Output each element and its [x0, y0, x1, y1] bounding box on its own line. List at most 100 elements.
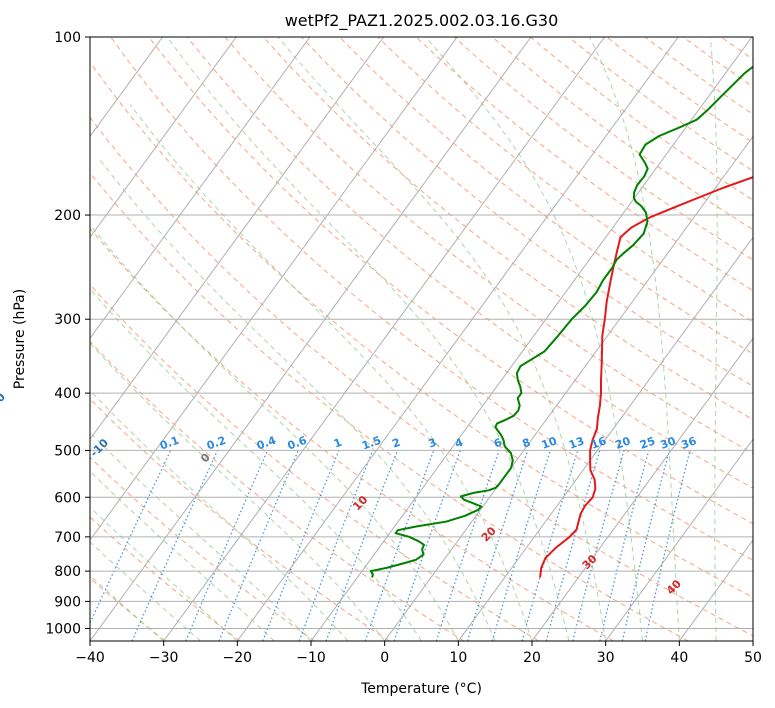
moist-adiabat — [90, 470, 275, 641]
dry-adiabat — [90, 456, 315, 641]
y-tick-label: 600 — [54, 490, 81, 506]
mixing-ratio-label: 3 — [427, 436, 439, 451]
mixing-ratio-line — [298, 450, 374, 641]
dry-adiabat — [301, 37, 753, 387]
dry-adiabat — [90, 340, 465, 641]
y-tick-label: 400 — [54, 386, 81, 402]
moist-adiabat — [277, 37, 607, 641]
dry-adiabat-label: -10 — [88, 436, 111, 459]
moist-adiabat — [709, 37, 718, 641]
dry-adiabat — [90, 577, 166, 641]
isotherm — [678, 539, 753, 641]
dry-adiabat — [90, 398, 390, 641]
isotherm — [163, 37, 605, 641]
moist-adiabat — [589, 37, 680, 641]
moist-adiabat-label: 40 — [664, 577, 684, 597]
isotherm — [384, 135, 753, 641]
x-tick-label: 50 — [744, 650, 762, 666]
moist-adiabat-label: 20 — [479, 524, 499, 544]
x-tick-label: −10 — [296, 650, 326, 666]
y-tick-label: 500 — [54, 443, 81, 459]
moist-adiabat — [97, 157, 496, 641]
isotherm — [531, 337, 753, 641]
mixing-ratio-line — [90, 450, 172, 625]
dry-adiabat — [90, 61, 753, 599]
x-tick-label: 20 — [523, 650, 541, 666]
dry-adiabat — [90, 116, 753, 637]
dry-adiabat — [682, 37, 753, 88]
mixing-ratio-label: 0.1 — [158, 434, 181, 453]
mixing-ratio-line — [131, 450, 219, 641]
mixing-ratio-line — [545, 450, 601, 641]
moist-adiabat — [90, 342, 386, 641]
moist-adiabat — [90, 389, 349, 641]
isotherm — [90, 37, 532, 641]
moist-adiabat — [129, 104, 533, 641]
mixing-ratio-label: 1.5 — [360, 434, 383, 453]
mixing-ratio-label: 25 — [638, 434, 657, 451]
moist-adiabat-label: 0 — [198, 450, 213, 465]
moist-adiabat — [166, 37, 570, 641]
dry-adiabat — [90, 516, 241, 641]
y-tick-label: 800 — [54, 564, 81, 580]
mixing-ratio-label: 36 — [679, 434, 698, 452]
mixing-ratio-label: 0.4 — [255, 434, 278, 453]
chart-title: wetPf2_PAZ1.2025.002.03.16.G30 — [285, 11, 559, 31]
x-tick-label: 30 — [597, 650, 615, 666]
isotherm — [457, 236, 753, 641]
isotherm — [90, 37, 237, 239]
dry-adiabat — [339, 37, 753, 355]
plot-frame — [89, 36, 754, 642]
mixing-ratio-line — [435, 450, 500, 641]
dry-adiabat — [415, 37, 753, 292]
x-tick-label: −40 — [75, 650, 105, 666]
mixing-ratio-label: 16 — [589, 434, 608, 452]
dry-adiabat — [644, 37, 753, 115]
moist-adiabat — [90, 541, 201, 641]
y-tick-label: 700 — [54, 530, 81, 546]
mixing-ratio-line — [621, 450, 670, 641]
mixing-ratio-line — [262, 450, 340, 641]
x-tick-label: 0 — [380, 650, 389, 666]
dry-adiabat — [110, 37, 753, 561]
y-tick-label: 100 — [54, 30, 81, 46]
y-axis-label: Pressure (hPa) — [12, 289, 28, 389]
x-tick-label: 10 — [449, 650, 467, 666]
x-axis-label: Temperature (°C) — [360, 681, 482, 697]
x-tick-label: −30 — [149, 650, 179, 666]
moist-adiabat-label: 10 — [350, 493, 370, 513]
dry-adiabat — [720, 37, 753, 60]
mixing-ratio-line — [644, 450, 691, 641]
dry-adiabat — [186, 37, 753, 489]
mixing-ratio-line — [491, 450, 551, 641]
moist-adiabat — [90, 431, 312, 641]
x-tick-label: −20 — [223, 650, 253, 666]
mixing-ratio-line — [521, 450, 579, 641]
dry-adiabat — [148, 37, 753, 525]
mixing-ratio-label: 0.2 — [205, 434, 228, 453]
isotherm — [90, 37, 458, 541]
dry-adiabat — [90, 227, 614, 641]
y-tick-label: 300 — [54, 312, 81, 328]
x-tick-label: 40 — [670, 650, 688, 666]
dry-adiabat — [262, 37, 753, 421]
dry-adiabat — [491, 37, 753, 231]
mixing-ratio-label: 20 — [613, 434, 632, 452]
mixing-ratio-label: 10 — [540, 434, 559, 452]
isotherm — [90, 37, 384, 441]
mixing-ratio-label: 13 — [567, 434, 586, 451]
isotherm — [236, 37, 679, 641]
dry-adiabat-label: -20 — [0, 390, 8, 413]
isotherm — [90, 37, 311, 340]
mixing-ratio-line — [572, 450, 625, 641]
dry-adiabat — [90, 171, 689, 641]
isotherm — [310, 37, 753, 641]
mixing-ratio-label: 0.6 — [286, 434, 309, 453]
y-tick-label: 200 — [54, 208, 81, 224]
mixing-ratio-line — [466, 450, 529, 641]
y-tick-label: 900 — [54, 594, 81, 610]
dry-adiabat — [759, 37, 775, 641]
moist-adiabat — [90, 506, 238, 641]
moist-adiabat — [90, 288, 422, 641]
mixing-ratio-label: 2 — [390, 436, 402, 451]
